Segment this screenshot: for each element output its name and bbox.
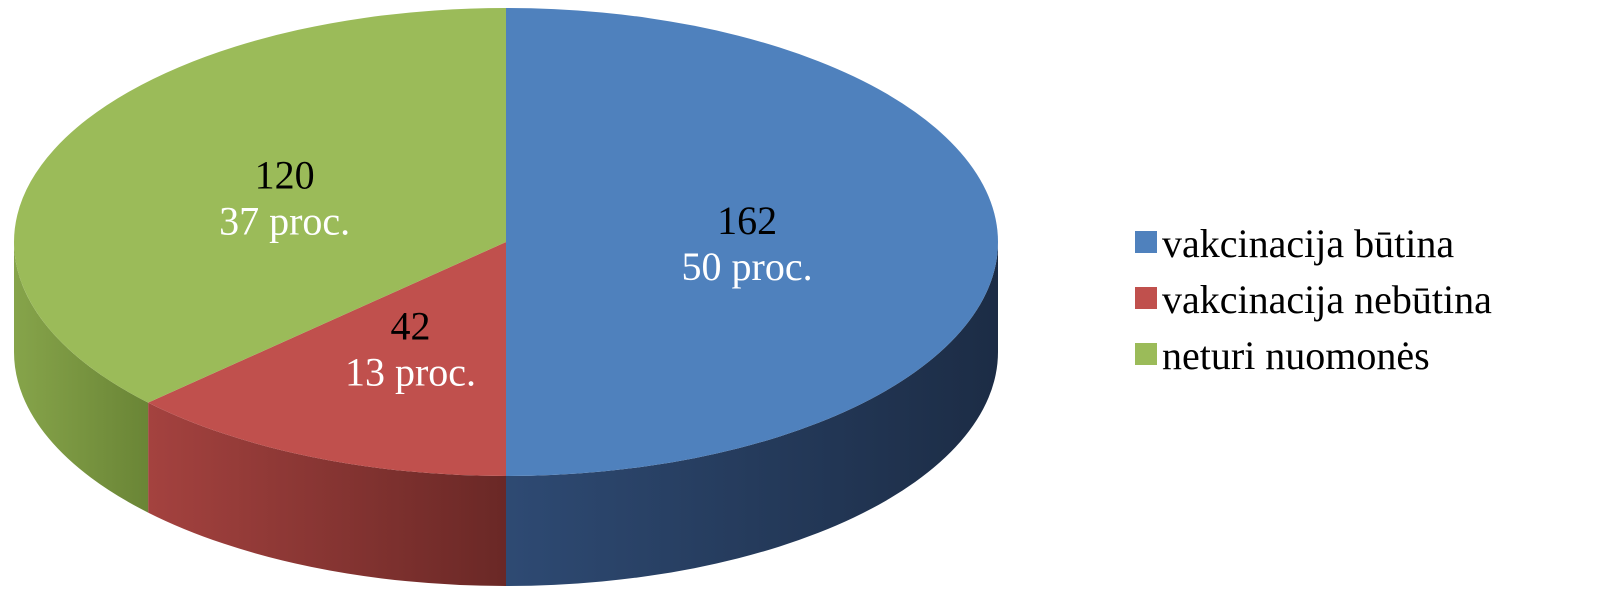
- pie-slice-2: [13, 8, 506, 403]
- pie-slice-side-2: [14, 242, 149, 513]
- pie-slice-side-0: [506, 242, 998, 586]
- legend-label-1: vakcinacija nebūtina: [1162, 277, 1492, 322]
- legend-swatch-0: [1135, 231, 1157, 253]
- pie-slice-0: [506, 8, 998, 476]
- pie-tops: [13, 8, 998, 476]
- legend-swatch-2: [1135, 343, 1157, 365]
- pie-sides: [14, 242, 998, 586]
- data-label-percent-1: 13 proc.: [345, 349, 476, 394]
- legend-swatch-1: [1135, 287, 1157, 309]
- data-label-value-1: 42: [391, 303, 431, 348]
- data-label-value-2: 120: [255, 153, 315, 198]
- data-label-percent-2: 37 proc.: [219, 199, 350, 244]
- legend: vakcinacija būtina vakcinacija nebūtina ne…: [1135, 221, 1492, 378]
- pie-slice-1: [148, 242, 506, 476]
- data-label-percent-0: 50 proc.: [682, 244, 813, 289]
- data-label-value-0: 162: [717, 198, 777, 243]
- legend-label-0: vakcinacija būtina: [1162, 221, 1454, 266]
- legend-label-2: neturi nuomonės: [1162, 333, 1430, 378]
- pie-slice-side-1: [148, 402, 506, 586]
